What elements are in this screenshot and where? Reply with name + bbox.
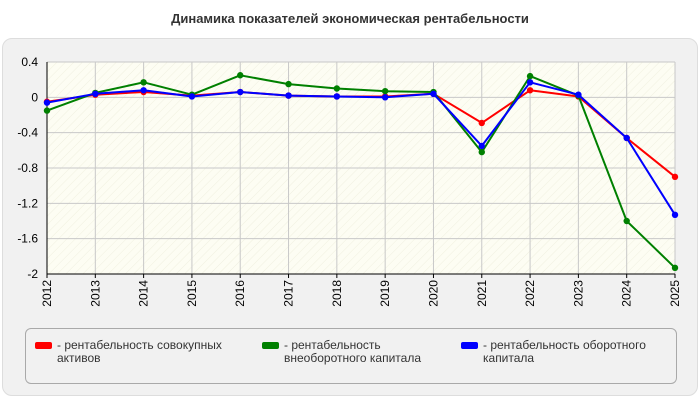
series-point-3 <box>333 93 341 100</box>
y-tick-label: 0 <box>31 90 38 104</box>
x-tick-label: 2017 <box>282 280 296 307</box>
legend-swatch-red <box>35 342 52 349</box>
series-point-2 <box>623 217 630 225</box>
chart-title: Динамика показателей экономическая рента… <box>171 11 529 26</box>
series-point-2 <box>381 87 389 95</box>
x-tick-label: 2021 <box>475 280 489 307</box>
series-point-3 <box>575 91 582 98</box>
x-tick-label: 2016 <box>233 280 247 307</box>
series-point-2 <box>671 264 679 272</box>
x-tick-label: 2015 <box>185 280 199 307</box>
series-point-3 <box>526 79 534 86</box>
series-point-1 <box>526 87 534 94</box>
y-tick-label: -0.4 <box>17 126 38 140</box>
series-point-2 <box>526 72 534 80</box>
series-point-2 <box>478 148 485 156</box>
series-point-3 <box>623 134 630 142</box>
y-axis: 0.4 0 -0.4 -0.8 -1.2 -1.6 -2 <box>17 55 48 281</box>
series-point-2 <box>237 72 244 79</box>
series-point-1 <box>671 173 679 181</box>
x-tick-label: 2018 <box>330 280 344 307</box>
y-tick-label: -1.2 <box>17 196 38 210</box>
legend-label: - рентабельность оборотного капитала <box>483 338 646 365</box>
x-tick-label: 2013 <box>88 280 102 307</box>
y-tick-label: 0.4 <box>21 55 38 69</box>
series-point-3 <box>92 90 99 98</box>
series-layer <box>43 72 679 272</box>
x-tick-label: 2019 <box>378 280 392 307</box>
x-tick-label: 2012 <box>40 280 54 307</box>
x-tick-label: 2014 <box>137 280 151 307</box>
y-tick-label: -2 <box>27 267 38 281</box>
series-point-2 <box>140 79 147 86</box>
series-point-3 <box>188 93 196 100</box>
x-tick-label: 2025 <box>668 280 682 307</box>
legend-swatch-blue <box>461 342 478 349</box>
series-point-3 <box>285 92 292 99</box>
series-point-3 <box>478 142 485 150</box>
series-point-3 <box>140 87 147 94</box>
y-tick-label: -1.6 <box>17 232 38 246</box>
legend-swatch-green <box>262 342 279 349</box>
legend-label: - рентабельность совокупных активов <box>57 338 222 365</box>
series-point-2 <box>285 80 292 88</box>
series-point-3 <box>43 99 51 106</box>
x-tick-label: 2022 <box>523 280 537 307</box>
series-point-1 <box>478 119 485 127</box>
series-point-3 <box>430 90 437 98</box>
x-tick-label: 2023 <box>571 280 585 307</box>
legend: - рентабельность совокупных активов - ре… <box>25 328 677 384</box>
series-point-3 <box>237 88 244 96</box>
x-tick-label: 2020 <box>426 280 440 307</box>
y-tick-label: -0.8 <box>17 161 38 175</box>
series-line-3 <box>46 81 676 216</box>
gridlines <box>46 61 676 275</box>
x-axis: 2012 2013 2014 2015 2016 2017 2018 2019 2020 2021… <box>40 273 682 307</box>
series-point-2 <box>333 85 341 92</box>
series-point-3 <box>671 211 679 219</box>
series-point-3 <box>381 94 389 101</box>
legend-label: - рентабельность внеоборотного капитала <box>284 338 421 365</box>
x-tick-label: 2024 <box>620 280 634 307</box>
series-point-2 <box>43 107 51 114</box>
